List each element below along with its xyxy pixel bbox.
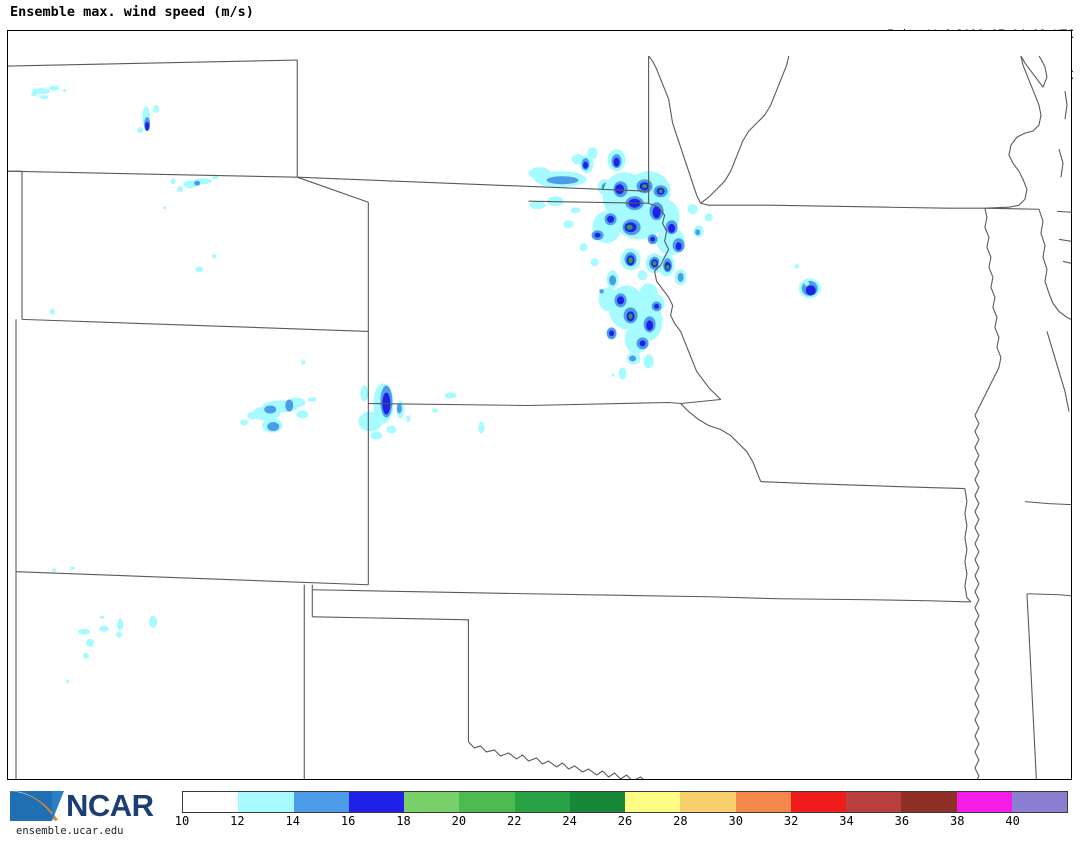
colorbar-segment-dark-green	[569, 792, 625, 812]
colorbar-tick-40: 40	[1005, 814, 1020, 828]
colorbar-segment-light-blue	[293, 792, 349, 812]
storm-cluster-primary-sd-ne-ia	[528, 147, 713, 380]
colorbar-segment-magenta	[956, 792, 1012, 812]
colorbar-segment-white	[183, 792, 239, 812]
colorbar-tick-26: 26	[617, 814, 633, 828]
colorbar-tick-10: 10	[174, 814, 190, 828]
colorbar-tick-30: 30	[728, 814, 743, 828]
colorbar-tick-22: 22	[507, 814, 522, 828]
wind-speed-field	[31, 85, 821, 683]
colorbar-segment-blue	[348, 792, 404, 812]
storm-cluster-wyoming	[50, 254, 217, 315]
colorbar-tick-38: 38	[950, 814, 965, 828]
colorbar-tick-16: 16	[340, 814, 356, 828]
colorbar-tick-18: 18	[396, 814, 411, 828]
colorbar-tick-24: 24	[562, 814, 577, 828]
storm-cluster-kansas-specks	[301, 360, 615, 434]
storm-cluster-northeast-colorado	[358, 383, 411, 440]
storm-cluster-west-montana	[31, 85, 219, 210]
colorbar-segment-red	[790, 792, 846, 812]
ncar-wordmark: NCAR	[66, 788, 154, 823]
colorbar-tick-34: 34	[839, 814, 854, 828]
colorbar-segment-purple	[1011, 792, 1067, 812]
ncar-logo[interactable]: NCAR ensemble.ucar.edu	[8, 787, 168, 839]
colorbar-segment-medium-green	[514, 792, 570, 812]
state-boundaries	[8, 55, 1071, 779]
colorbar-segments	[182, 791, 1068, 813]
storm-cluster-new-mexico	[52, 566, 158, 683]
colorbar-segment-orange	[735, 792, 791, 812]
colorbar-tick-20: 20	[451, 814, 467, 828]
colorbar[interactable]: 10 12 14 16 18 20 22 24 26 28 30 32 34 36 38 40	[175, 791, 1068, 837]
colorbar-tick-14: 14	[285, 814, 300, 828]
storm-cluster-central-iowa	[794, 264, 821, 299]
ncar-url-label: ensemble.ucar.edu	[16, 825, 124, 837]
colorbar-segment-dark-brown	[901, 792, 957, 812]
colorbar-segment-light-green	[404, 792, 460, 812]
map-canvas	[8, 55, 1071, 779]
header-bar: Ensemble max. wind speed (m/s) Init: Wed…	[0, 0, 1080, 81]
colorbar-segment-yellow	[625, 792, 681, 812]
colorbar-tick-36: 36	[894, 814, 910, 828]
colorbar-segment-light-orange	[680, 792, 736, 812]
storm-cluster-central-colorado	[240, 397, 317, 433]
map-panel[interactable]	[7, 30, 1072, 780]
colorbar-tick-12: 12	[230, 814, 245, 828]
colorbar-tick-32: 32	[783, 814, 799, 828]
footer-bar: NCAR ensemble.ucar.edu 10 12 14 16 18 20 22 24 2…	[0, 783, 1080, 842]
colorbar-tick-28: 28	[673, 814, 688, 828]
colorbar-segment-cyan	[238, 792, 294, 812]
colorbar-tick-labels: 10 12 14 16 18 20 22 24 26 28 30 32 34 36 38 40	[175, 814, 1068, 834]
colorbar-segment-brick-red	[846, 792, 902, 812]
page-title: Ensemble max. wind speed (m/s)	[10, 4, 254, 20]
ncar-swoosh-logo	[10, 791, 64, 821]
colorbar-segment-green	[459, 792, 515, 812]
